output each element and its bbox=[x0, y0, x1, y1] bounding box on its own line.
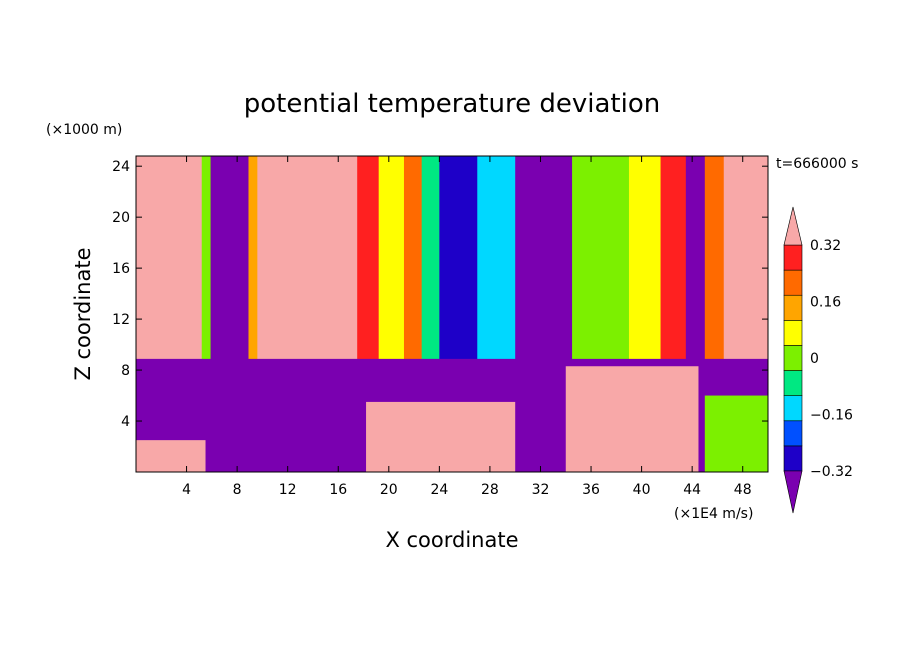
upper-column-7 bbox=[403, 156, 423, 360]
y-tick-label: 8 bbox=[121, 363, 130, 379]
chart-title: potential temperature deviation bbox=[244, 89, 660, 119]
upper-column-8 bbox=[421, 156, 440, 360]
upper-column-3 bbox=[248, 156, 258, 360]
colorbar-tick-label: 0.16 bbox=[810, 295, 841, 311]
time-label: t=666000 s bbox=[776, 156, 858, 172]
colorbar-box-6 bbox=[783, 320, 803, 346]
upper-column-15 bbox=[685, 156, 706, 360]
y-unit-label: (×1000 m) bbox=[46, 122, 122, 138]
colorbar-box-7 bbox=[783, 294, 803, 321]
x-tick-label: 8 bbox=[233, 482, 242, 498]
colorbar-box-1 bbox=[783, 445, 803, 472]
colorbar-bottom-arrow bbox=[783, 470, 803, 514]
colorbar-tick-label: −0.32 bbox=[810, 464, 853, 480]
x-tick-label: 12 bbox=[279, 482, 297, 498]
upper-column-5 bbox=[357, 156, 380, 360]
contour-field bbox=[136, 156, 768, 472]
x-tick-label: 16 bbox=[329, 482, 347, 498]
upper-column-16 bbox=[704, 156, 725, 360]
x-tick-label: 24 bbox=[430, 482, 448, 498]
upper-column-1 bbox=[201, 156, 212, 360]
colorbar-box-3 bbox=[783, 395, 803, 422]
y-tick-label: 24 bbox=[112, 159, 130, 175]
colorbar-box-9 bbox=[783, 244, 803, 271]
x-axis-label: X coordinate bbox=[385, 528, 518, 552]
upper-column-14 bbox=[660, 156, 687, 360]
upper-column-4 bbox=[257, 156, 358, 360]
upper-column-12 bbox=[572, 156, 630, 360]
upper-column-13 bbox=[628, 156, 662, 360]
lower-region-3 bbox=[704, 395, 768, 472]
upper-column-11 bbox=[515, 156, 573, 360]
x-tick-label: 32 bbox=[532, 482, 550, 498]
plot-frame bbox=[135, 155, 769, 473]
x-tick-label: 48 bbox=[734, 482, 752, 498]
y-tick-label: 4 bbox=[121, 414, 130, 430]
x-tick-label: 4 bbox=[182, 482, 191, 498]
colorbar-tick-label: 0 bbox=[810, 351, 819, 367]
x-tick-label: 44 bbox=[683, 482, 701, 498]
lower-region-0 bbox=[136, 440, 206, 472]
x-tick-label: 36 bbox=[582, 482, 600, 498]
x-tick-label: 20 bbox=[380, 482, 398, 498]
y-tick-label: 20 bbox=[112, 210, 130, 226]
y-tick-label: 12 bbox=[112, 312, 130, 328]
colorbar: 0.32 0.16 0 −0.16 −0.32 bbox=[783, 206, 853, 514]
x-tick-label: 40 bbox=[633, 482, 651, 498]
colorbar-box-2 bbox=[783, 420, 803, 447]
y-tick-label: 16 bbox=[112, 261, 130, 277]
x-unit-label: (×1E4 m/s) bbox=[674, 506, 753, 522]
colorbar-box-5 bbox=[783, 345, 803, 371]
colorbar-box-8 bbox=[783, 269, 803, 296]
upper-column-17 bbox=[723, 156, 768, 360]
y-ticks: 4 8 12 16 20 24 bbox=[112, 159, 768, 430]
colorbar-box-4 bbox=[783, 370, 803, 396]
upper-column-9 bbox=[439, 156, 478, 360]
lower-region-1 bbox=[366, 401, 516, 472]
upper-column-10 bbox=[477, 156, 516, 360]
colorbar-tick-label: −0.16 bbox=[810, 408, 853, 424]
upper-column-2 bbox=[210, 156, 249, 360]
y-axis-label: Z coordinate bbox=[71, 247, 95, 380]
x-ticks: 4 8 12 16 20 24 28 32 36 40 44 48 bbox=[182, 156, 752, 498]
x-tick-label: 28 bbox=[481, 482, 499, 498]
lower-region-2 bbox=[565, 366, 699, 472]
colorbar-tick-label: 0.32 bbox=[810, 238, 841, 254]
upper-column-6 bbox=[378, 156, 405, 360]
colorbar-top-arrow bbox=[783, 206, 803, 246]
upper-column-0 bbox=[136, 156, 203, 360]
